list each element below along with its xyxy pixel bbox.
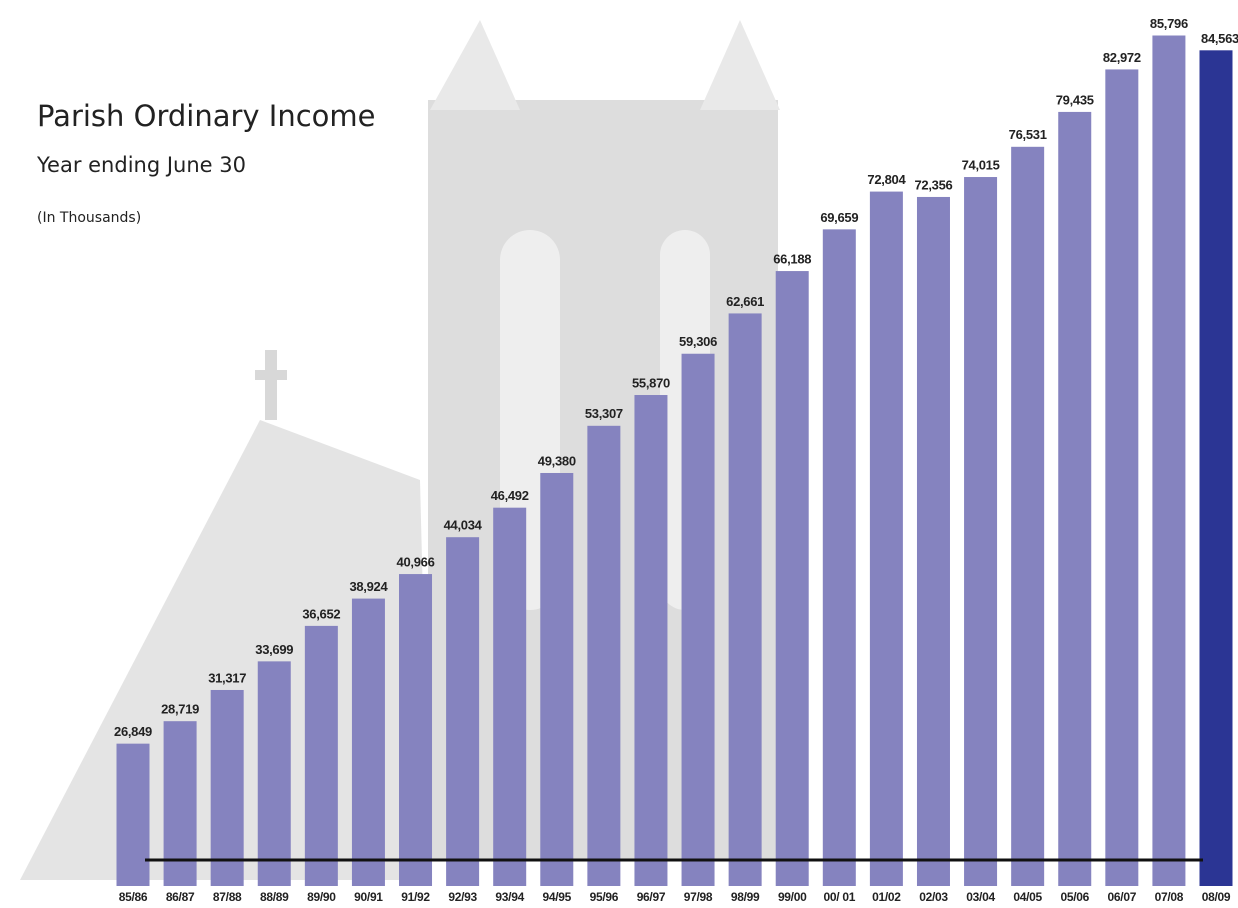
value-label: 38,924 [349,579,388,594]
value-label: 33,699 [255,642,293,657]
x-tick-label: 93/94 [495,890,524,904]
x-tick-label: 87/88 [213,890,242,904]
x-tick-label: 07/08 [1155,890,1184,904]
bar [257,661,291,886]
value-label: 74,015 [962,157,1000,172]
bar [399,574,433,886]
x-tick-label: 91/92 [401,890,430,904]
value-label: 76,531 [1009,127,1047,142]
bar [116,743,150,886]
value-label: 28,719 [161,702,199,717]
x-tick-label: 88/89 [260,890,289,904]
value-label: 59,306 [679,334,717,349]
value-label: 66,188 [773,251,811,266]
bar [634,395,668,886]
bar [493,507,527,886]
value-label: 72,804 [867,172,906,187]
bar [1152,35,1186,887]
bar [1058,111,1092,886]
value-label: 69,659 [820,210,858,225]
value-label: 85,796 [1150,16,1188,31]
bar [446,537,480,886]
x-tick-label: 01/02 [872,890,901,904]
value-label: 44,034 [444,518,483,533]
x-tick-label: 94/95 [543,890,572,904]
value-label: 46,492 [491,488,529,503]
value-label: 40,966 [397,554,435,569]
bar [304,625,338,886]
value-label: 31,317 [208,670,246,685]
bar [775,271,809,886]
x-tick-label: 96/97 [637,890,666,904]
x-tick-label: 06/07 [1108,890,1137,904]
x-tick-label: 03/04 [966,890,995,904]
x-tick-label: 99/00 [778,890,807,904]
x-tick-label: 04/05 [1013,890,1042,904]
value-label: 82,972 [1103,50,1141,65]
x-tick-label: 00/ 01 [824,890,856,904]
bar [964,177,998,886]
bar [822,229,856,886]
value-label: 55,870 [632,375,670,390]
value-label: 36,652 [302,606,340,621]
bar [728,313,762,887]
value-label: 26,849 [114,724,152,739]
bar [916,196,950,886]
x-tick-label: 02/03 [919,890,948,904]
x-tick-label: 95/96 [590,890,619,904]
value-label: 84,563 [1201,31,1238,46]
bar [869,191,903,886]
chart-title: Parish Ordinary Income [37,99,376,133]
bar [587,425,621,886]
x-tick-label: 90/91 [354,890,383,904]
bar [1105,69,1139,887]
value-label: 53,307 [585,406,623,421]
bar [681,353,715,886]
value-label: 62,661 [726,294,764,309]
bar [210,689,244,886]
value-label: 79,435 [1056,92,1094,107]
x-tick-label: 89/90 [307,890,336,904]
bar [540,472,574,886]
x-tick-label: 98/99 [731,890,760,904]
bar [1011,146,1045,886]
x-tick-label: 86/87 [166,890,195,904]
chart-note: (In Thousands) [37,210,141,226]
value-label: 72,356 [914,177,952,192]
x-tick-label: 08/09 [1202,890,1231,904]
x-tick-label: 85/86 [119,890,148,904]
bar [1199,50,1233,887]
x-tick-label: 92/93 [448,890,477,904]
chart-subtitle: Year ending June 30 [36,153,246,177]
bar [351,598,385,886]
x-tick-label: 97/98 [684,890,713,904]
value-label: 49,380 [538,453,576,468]
x-tick-label: 05/06 [1060,890,1089,904]
